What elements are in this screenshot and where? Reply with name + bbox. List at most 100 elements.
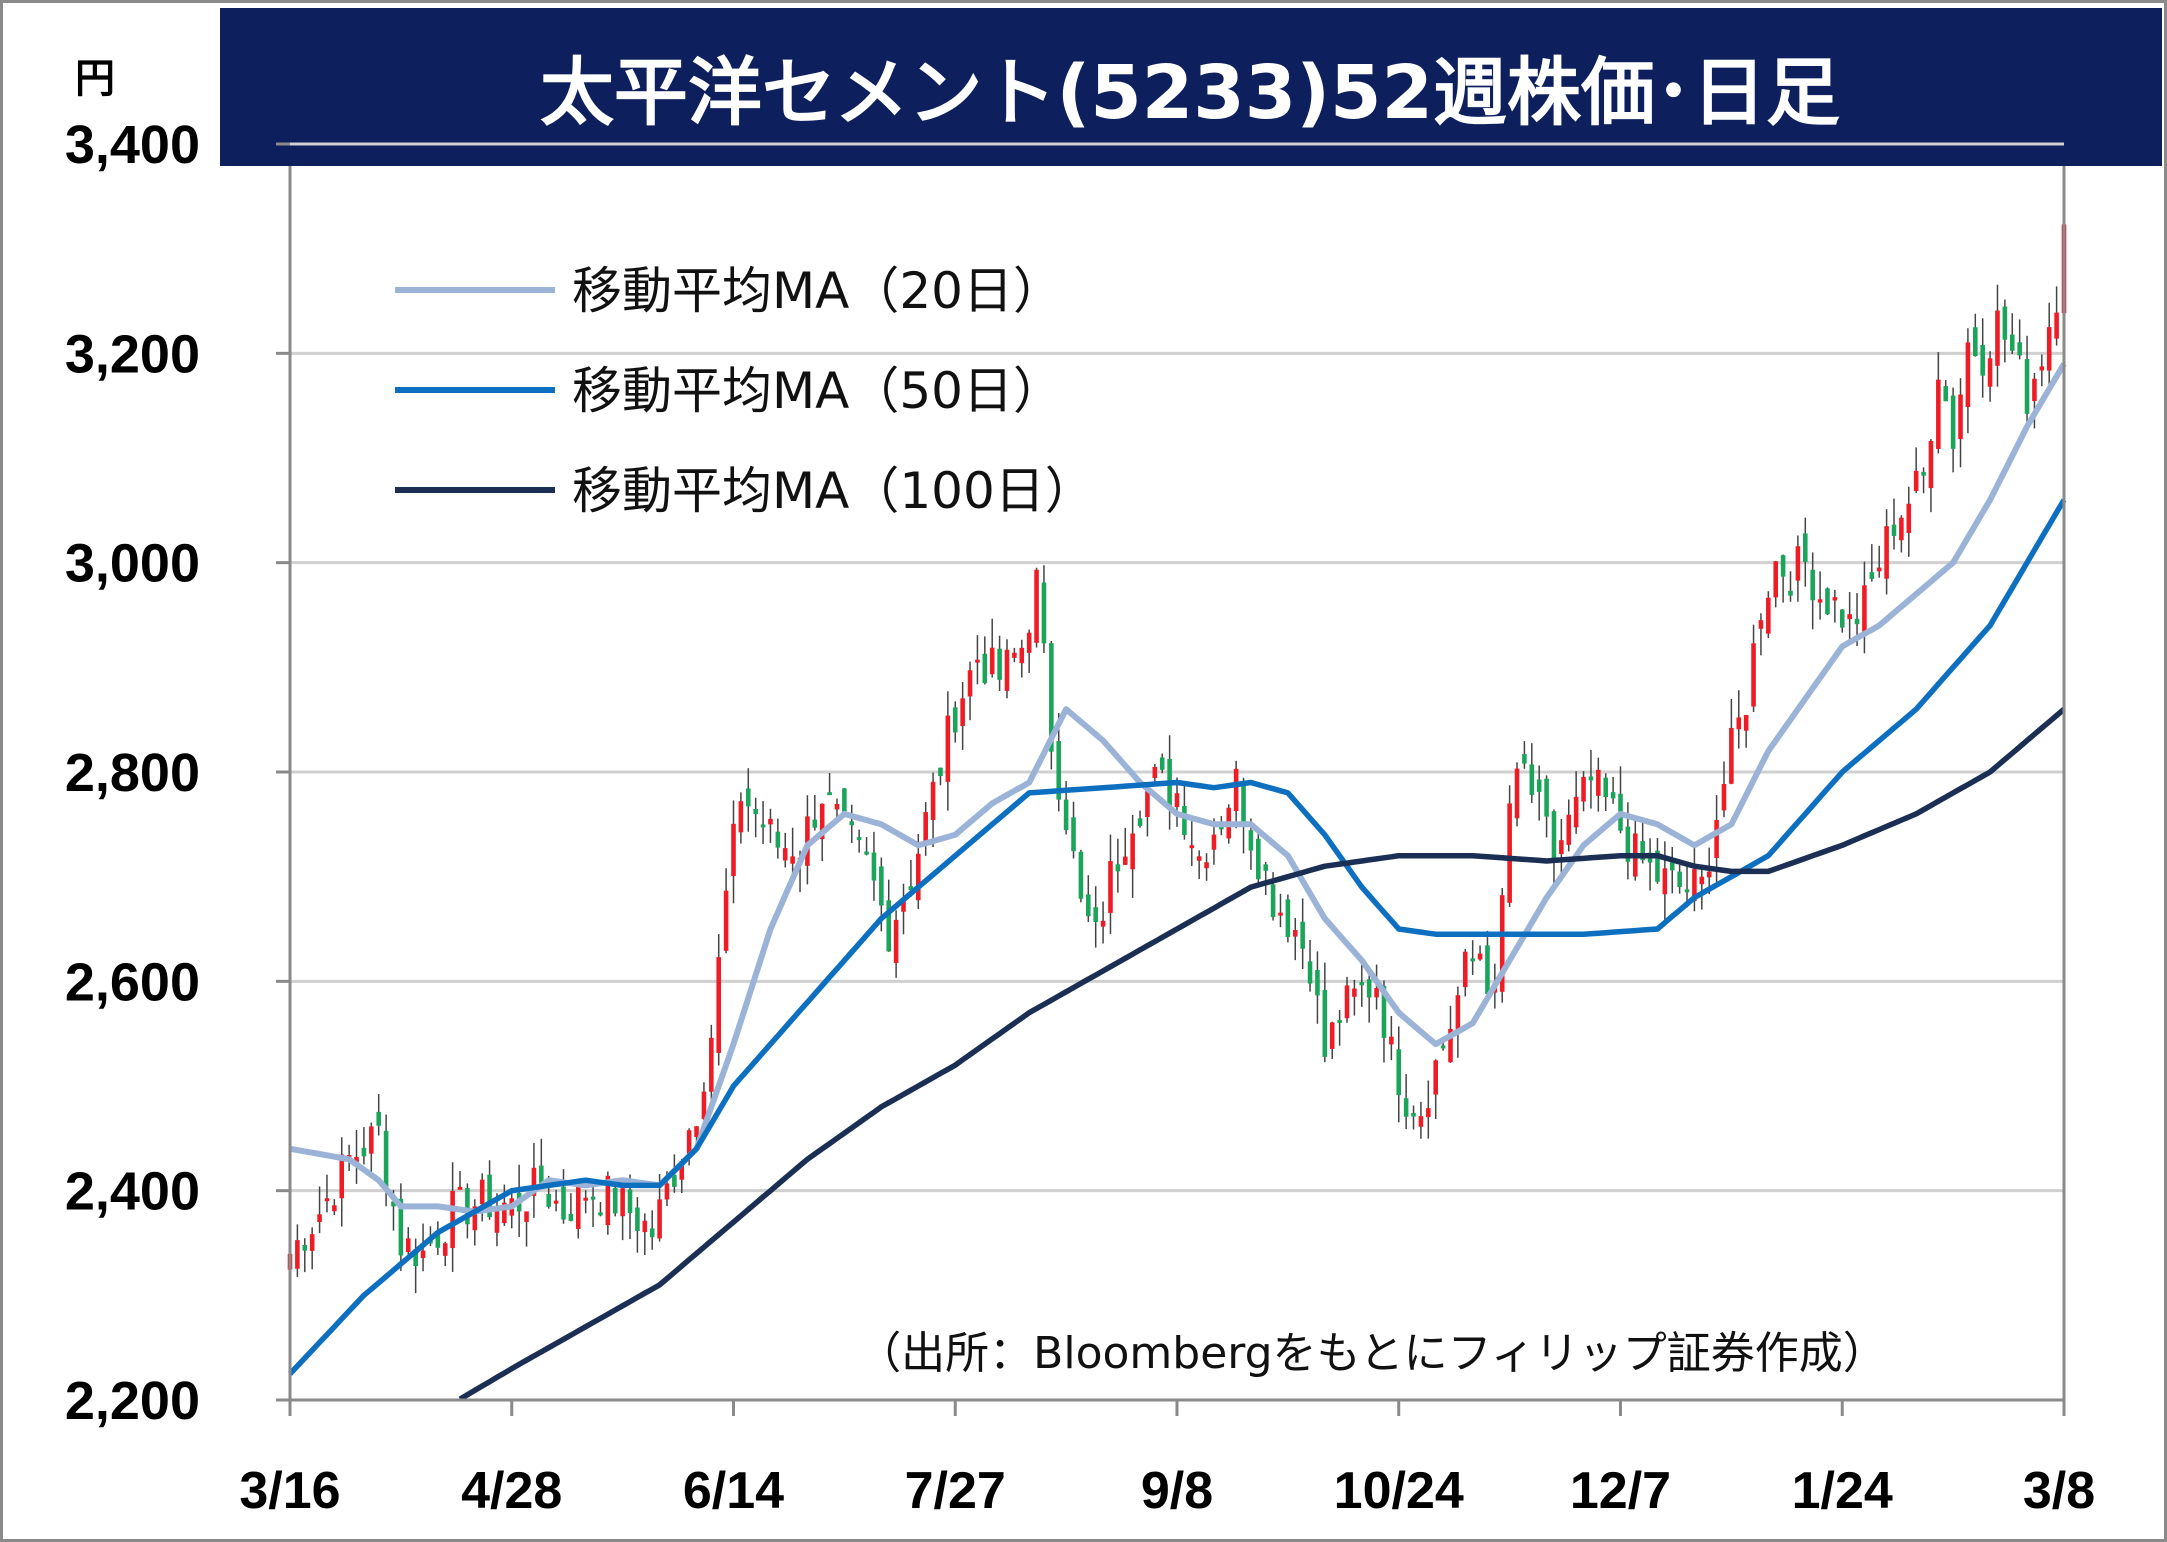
candle-up (694, 1126, 699, 1137)
candle-down (982, 653, 988, 684)
y-tick-label: 2,600 (65, 952, 200, 1012)
candle-down (1403, 1098, 1409, 1117)
candle-down (1529, 764, 1535, 795)
candle-up (664, 1183, 670, 1200)
candle-up (1743, 715, 1749, 731)
candle-up (901, 900, 906, 912)
candle-up (405, 1238, 411, 1253)
candle-down (1396, 1049, 1402, 1096)
candle-up (1832, 597, 1838, 601)
title-banner (220, 8, 2162, 166)
candle-up (1034, 569, 1039, 643)
candle-down (1780, 555, 1786, 577)
candle-down (361, 1147, 367, 1157)
candle-up (679, 1161, 685, 1180)
candle-up (782, 848, 788, 861)
candle-up (1204, 862, 1209, 869)
candle-down (1248, 830, 1254, 851)
candle-down (376, 1111, 381, 1126)
x-tick-label: 3/8 (2023, 1462, 2095, 1520)
candle-up (1152, 766, 1158, 779)
candle-up (1721, 784, 1727, 811)
candle-down (1270, 884, 1276, 918)
candle-up (1196, 856, 1202, 861)
x-tick-label: 3/16 (239, 1462, 340, 1520)
candle-down (1677, 871, 1682, 888)
chart-title: 太平洋セメント(5233)52週株価･日足 (540, 50, 1840, 136)
candle-down (1669, 858, 1675, 871)
candle-up (1958, 394, 1963, 440)
candle-down (649, 1228, 655, 1238)
candle-up (457, 1186, 463, 1190)
candle-up (893, 919, 899, 964)
candle-up (332, 1205, 337, 1212)
y-tick-label: 2,800 (65, 743, 200, 803)
candle-up (1433, 1060, 1438, 1095)
y-axis-ticks: 2,200 2,400 2,600 2,800 3,000 3,200 3,400 (65, 115, 290, 1431)
candle-down (879, 866, 884, 906)
candle-down (435, 1231, 441, 1248)
candle-up (1987, 358, 1993, 387)
candle-up (502, 1202, 507, 1224)
x-tick-label: 4/28 (461, 1462, 562, 1520)
candle-up (1766, 597, 1771, 634)
candle-down (568, 1213, 574, 1221)
candle-down (598, 1212, 603, 1216)
candle-up (738, 801, 744, 833)
candle-down (413, 1249, 418, 1267)
candle-up (731, 823, 736, 877)
candle-down (856, 837, 862, 841)
candle-down (590, 1196, 596, 1200)
candle-up (1499, 895, 1505, 992)
candle-up (1936, 379, 1941, 449)
candle-down (1307, 961, 1313, 984)
candle-up (1292, 930, 1298, 937)
candle-up (2046, 327, 2052, 371)
candle-down (849, 821, 855, 826)
candle-up (1189, 845, 1195, 849)
candle-down (1522, 754, 1527, 764)
candle-down (1219, 826, 1224, 830)
candle-up (553, 1200, 559, 1204)
candle-up (1876, 567, 1882, 572)
candle-down (302, 1245, 308, 1251)
candle-down (1810, 569, 1815, 601)
candle-up (819, 803, 825, 840)
candle-down (2017, 342, 2022, 356)
candle-up (1995, 310, 2000, 366)
candle-down (1839, 609, 1845, 628)
candle-up (1581, 776, 1586, 802)
candle-down (864, 851, 869, 855)
candle-up (701, 1091, 707, 1120)
candle-up (1012, 652, 1017, 658)
candle-up (1108, 861, 1113, 913)
x-axis-ticks: 3/16 4/28 6/14 7/27 9/8 10/24 12/7 1/24 3/8 (239, 1400, 2095, 1520)
candle-up (716, 957, 722, 1053)
candle-up (1596, 769, 1601, 796)
candle-up (1233, 768, 1239, 811)
candle-down (383, 1130, 389, 1190)
candle-up (324, 1198, 330, 1202)
candle-down (745, 788, 751, 807)
candle-up (1174, 793, 1180, 808)
candle-up (1100, 920, 1106, 927)
candle-down (871, 852, 877, 881)
candle-up (1965, 342, 1971, 407)
candle-up (1928, 440, 1934, 489)
candle-up (1751, 643, 1756, 707)
candle-up (768, 818, 773, 825)
candle-down (1803, 533, 1808, 562)
candle-down (1241, 784, 1246, 826)
candle-down (952, 707, 958, 733)
legend-label-ma50: 移動平均MA（50日） (572, 362, 1063, 420)
candle-down (2024, 359, 2030, 414)
candle-up (472, 1206, 478, 1231)
candle-down (1950, 395, 1956, 449)
y-tick-label: 2,200 (65, 1371, 200, 1431)
candle-down (886, 900, 892, 952)
candle-up (1329, 1022, 1335, 1049)
candle-up (531, 1167, 537, 1196)
candle-up (1514, 768, 1520, 819)
candle-up (1004, 649, 1010, 691)
